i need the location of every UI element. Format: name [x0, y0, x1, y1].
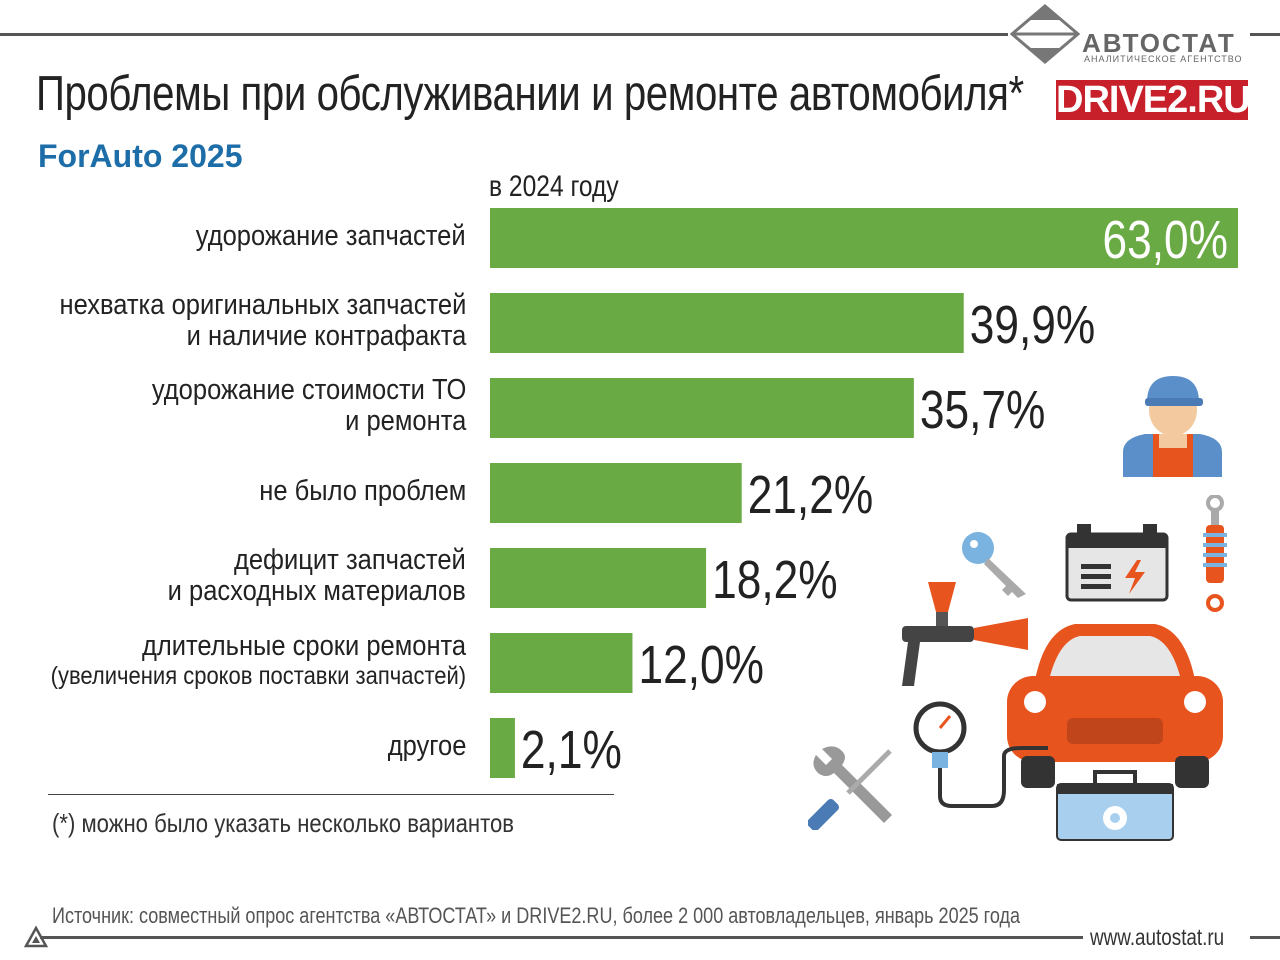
category-label-line: другое [387, 729, 466, 762]
website-link[interactable]: www.autostat.ru [1090, 924, 1225, 950]
drive2-logo: DRIVE2.RU [1056, 79, 1251, 121]
category-label-7: другое [387, 729, 466, 762]
chart-subtitle: ForAuto 2025 [38, 138, 243, 174]
bar-4 [490, 463, 742, 523]
autostat-logo: АВТОСТАТ АНАЛИТИЧЕСКОЕ АГЕНТСТВО [1010, 4, 1255, 64]
category-label-4: не было проблем [258, 474, 466, 507]
key-icon [962, 532, 1026, 598]
value-label-2: 39,9% [970, 295, 1096, 355]
bar-1 [490, 208, 1238, 268]
autostat-tagline: АНАЛИТИЧЕСКОЕ АГЕНТСТВО [1084, 54, 1243, 64]
car-icon [1007, 624, 1223, 788]
category-label-2: нехватка оригинальных запчастей и наличие… [59, 290, 466, 352]
category-label-line: не было проблем [258, 474, 466, 507]
category-label-line: (увеличения сроков поставки запчастей) [50, 662, 466, 690]
autostat-emblem-icon [1010, 4, 1080, 64]
bar-2 [490, 293, 964, 353]
bar-7 [490, 718, 515, 778]
category-label-line: и расходных материалов [167, 575, 466, 607]
category-label-1: удорожание запчастей [196, 219, 466, 252]
category-label-line: удорожание запчастей [196, 219, 466, 252]
value-label-5: 18,2% [712, 550, 838, 610]
category-label-line: нехватка оригинальных запчастей [59, 289, 466, 321]
value-label-3: 35,7% [920, 380, 1046, 440]
value-label-4: 21,2% [748, 465, 874, 525]
footnote: (*) можно было указать несколько вариант… [52, 808, 515, 838]
bottom-rule-right [1250, 936, 1280, 939]
mechanic-icon [1123, 376, 1222, 477]
shock-absorber-icon [1203, 495, 1227, 612]
spray-gun-icon [902, 582, 1028, 686]
battery-icon [1065, 524, 1169, 602]
category-label-3: удорожание стоимости ТО и ремонта [152, 375, 466, 437]
category-label-line: и ремонта [344, 405, 466, 437]
wrench-screwdriver-icon [808, 746, 892, 830]
category-label-line: удорожание стоимости ТО [151, 374, 466, 406]
category-label-6: длительные сроки ремонта (увеличения срок… [51, 631, 466, 691]
value-label-1: 63,0% [1102, 210, 1228, 270]
category-label-line: длительные сроки ремонта [141, 630, 466, 662]
page-title: Проблемы при обслуживании и ремонте авто… [36, 67, 1024, 121]
value-label-7: 2,1% [521, 720, 622, 780]
footnote-divider [48, 794, 614, 795]
top-rule-right [1250, 33, 1280, 36]
source-note: Источник: совместный опрос агентства «АВ… [52, 903, 1021, 928]
category-label-line: и наличие контрафакта [186, 320, 467, 352]
category-label-line: дефицит запчастей [234, 544, 466, 576]
top-rule [0, 33, 1008, 36]
bar-5 [490, 548, 707, 608]
bottom-rule [40, 936, 1083, 939]
toolbox-icon [1056, 770, 1174, 841]
category-label-5: дефицит запчастей и расходных материалов [168, 545, 466, 607]
bar-3 [490, 378, 914, 438]
autostat-name: АВТОСТАТ [1082, 28, 1236, 58]
value-label-6: 12,0% [638, 635, 764, 695]
pressure-gauge-icon [913, 701, 1048, 808]
series-label: в 2024 году [489, 170, 619, 203]
bar-6 [490, 633, 633, 693]
